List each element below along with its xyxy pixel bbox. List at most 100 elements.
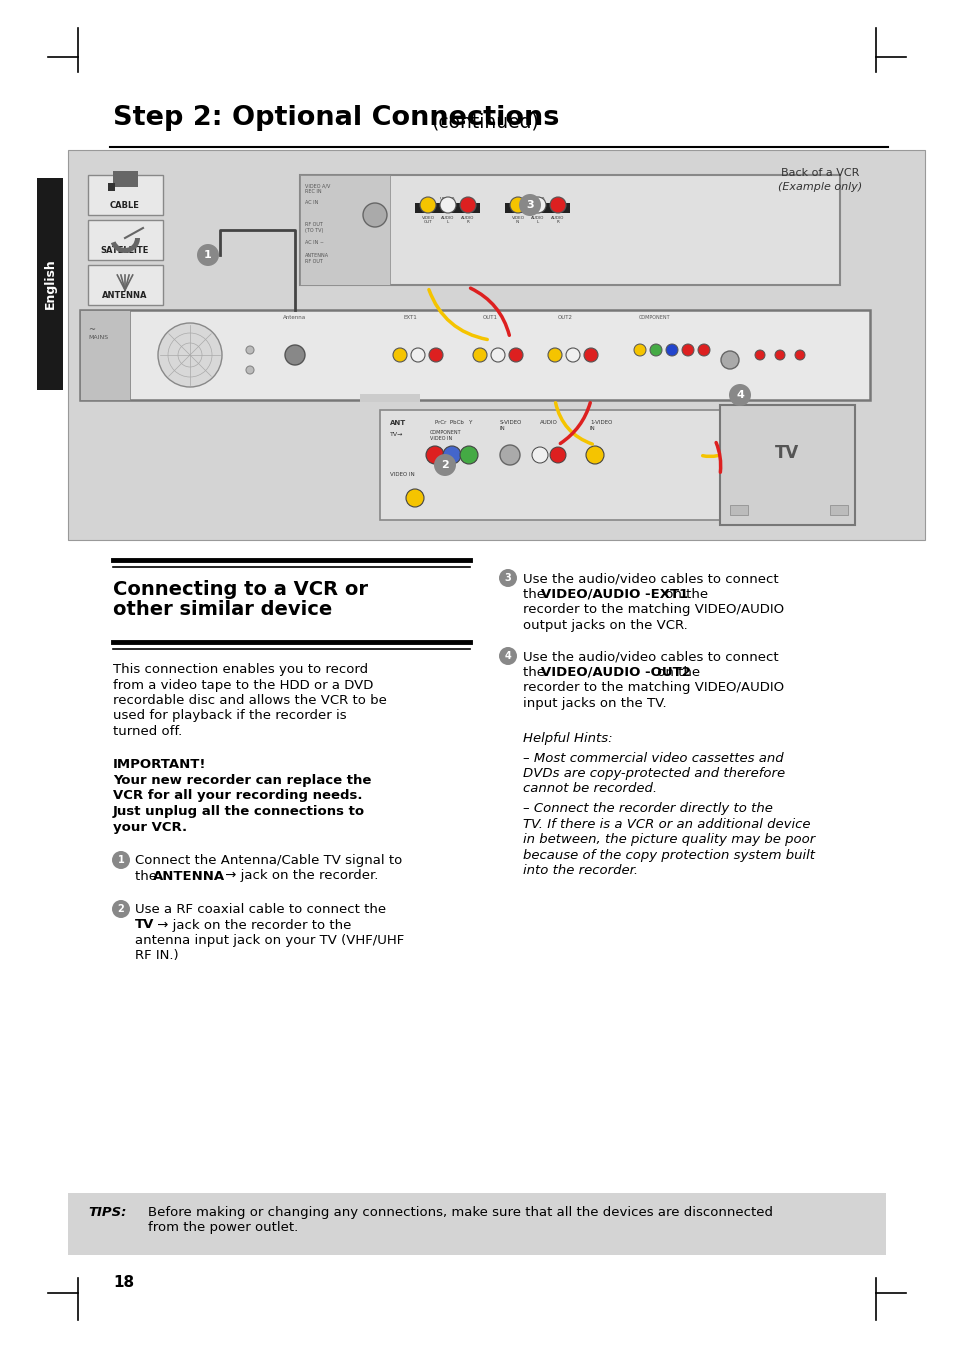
Bar [68,150,924,540]
Text: Connect the Antenna/Cable TV signal to: Connect the Antenna/Cable TV signal to [135,854,402,867]
Text: CABLE: CABLE [110,201,140,210]
Bar [37,178,63,391]
Text: COMPONENT: COMPONENT [639,315,670,321]
Text: cannot be recorded.: cannot be recorded. [522,783,657,796]
Text: VIDEO/AUDIO -OUT2: VIDEO/AUDIO -OUT2 [540,665,690,679]
Text: 1: 1 [117,855,124,865]
Text: TIPS:: TIPS: [88,1206,126,1219]
Text: ANTENNA: ANTENNA [152,870,225,882]
Text: the: the [135,870,161,882]
Text: TV: TV [775,445,799,462]
Circle shape [393,348,407,362]
Text: VIDEO/AUDIO -EXT1: VIDEO/AUDIO -EXT1 [540,587,687,601]
Text: VIDEO A/V
REC IN: VIDEO A/V REC IN [305,183,330,194]
Circle shape [698,343,709,356]
Bar [68,1193,885,1255]
Circle shape [459,446,477,463]
Text: output jacks on the VCR.: output jacks on the VCR. [522,618,687,632]
Circle shape [459,197,476,213]
Text: RF IN.): RF IN.) [135,950,178,963]
Text: VCR for all your recording needs.: VCR for all your recording needs. [112,789,362,803]
Text: VIDEO
IN: VIDEO IN [530,197,545,207]
Text: 3: 3 [504,572,511,583]
Circle shape [681,343,693,356]
Text: PrCr  PbCb   Y: PrCr PbCb Y [435,420,472,426]
Text: TV: TV [135,919,154,932]
Text: SATELLITE: SATELLITE [101,247,149,255]
Text: ANT: ANT [390,420,406,426]
Bar [80,310,130,400]
Text: IMPORTANT!: IMPORTANT! [112,758,206,772]
Text: on the: on the [652,665,700,679]
Wedge shape [111,238,140,253]
Circle shape [246,366,253,374]
Text: AC IN ~: AC IN ~ [305,240,324,245]
Text: 3: 3 [526,199,534,210]
Text: English: English [44,259,56,310]
Text: TV→: TV→ [390,432,403,436]
Circle shape [406,489,423,506]
Text: VIDEO
OUT: VIDEO OUT [439,197,456,207]
Text: 4: 4 [736,391,743,400]
Text: used for playback if the recorder is: used for playback if the recorder is [112,710,346,722]
Text: – Most commercial video cassettes and: – Most commercial video cassettes and [522,752,782,765]
Circle shape [439,197,456,213]
Text: Use a RF coaxial cable to connect the: Use a RF coaxial cable to connect the [135,902,386,916]
Circle shape [720,352,739,369]
Circle shape [434,454,456,475]
Circle shape [112,900,130,919]
Text: because of the copy protection system built: because of the copy protection system bu… [522,849,814,862]
Circle shape [498,647,517,665]
Text: AC IN: AC IN [305,199,318,205]
Text: – Connect the recorder directly to the: – Connect the recorder directly to the [522,801,772,815]
Circle shape [498,568,517,587]
Text: RF OUT
(TO TV): RF OUT (TO TV) [305,222,323,233]
Text: your VCR.: your VCR. [112,820,187,834]
Text: VIDEO IN: VIDEO IN [390,471,415,477]
Text: input jacks on the TV.: input jacks on the TV. [522,696,666,710]
Text: from the power outlet.: from the power outlet. [148,1222,298,1234]
Text: ANTENNA
RF OUT: ANTENNA RF OUT [305,253,329,264]
Bar [88,265,163,304]
Text: → jack on the recorder to the: → jack on the recorder to the [152,919,351,932]
Text: TV. If there is a VCR or an additional device: TV. If there is a VCR or an additional d… [522,818,810,831]
Bar [379,409,720,520]
Circle shape [532,447,547,463]
Circle shape [473,348,486,362]
Bar [720,405,854,525]
Text: 18: 18 [112,1276,134,1290]
Circle shape [774,350,784,360]
Text: S-VIDEO
IN: S-VIDEO IN [499,420,522,431]
Text: recorder to the matching VIDEO/AUDIO: recorder to the matching VIDEO/AUDIO [522,603,783,616]
Text: ANTENNA: ANTENNA [102,291,148,300]
Circle shape [246,346,253,354]
Bar [80,310,869,400]
Text: on the: on the [660,587,707,601]
Text: VIDEO
IN: VIDEO IN [511,216,524,225]
Circle shape [649,343,661,356]
Circle shape [585,446,603,463]
Text: 2: 2 [440,459,449,470]
Text: EXT1: EXT1 [403,315,416,321]
Bar [729,505,747,515]
Circle shape [411,348,424,362]
Text: Antenna: Antenna [283,315,306,321]
Text: AUDIO
R: AUDIO R [551,216,564,225]
Text: COMPONENT
VIDEO IN: COMPONENT VIDEO IN [430,430,461,440]
Circle shape [491,348,504,362]
Text: 1-VIDEO
IN: 1-VIDEO IN [589,420,612,431]
Text: Step 2: Optional Connections: Step 2: Optional Connections [112,105,558,131]
Text: the: the [522,665,549,679]
Text: This connection enables you to record: This connection enables you to record [112,663,368,676]
Text: into the recorder.: into the recorder. [522,863,638,877]
Circle shape [728,384,750,405]
Bar [504,203,569,213]
Bar [88,220,163,260]
Circle shape [547,348,561,362]
Text: recordable disc and allows the VCR to be: recordable disc and allows the VCR to be [112,694,387,707]
Bar [415,203,479,213]
Circle shape [550,197,565,213]
Text: from a video tape to the HDD or a DVD: from a video tape to the HDD or a DVD [112,679,373,691]
Bar [112,171,138,187]
Circle shape [509,348,522,362]
